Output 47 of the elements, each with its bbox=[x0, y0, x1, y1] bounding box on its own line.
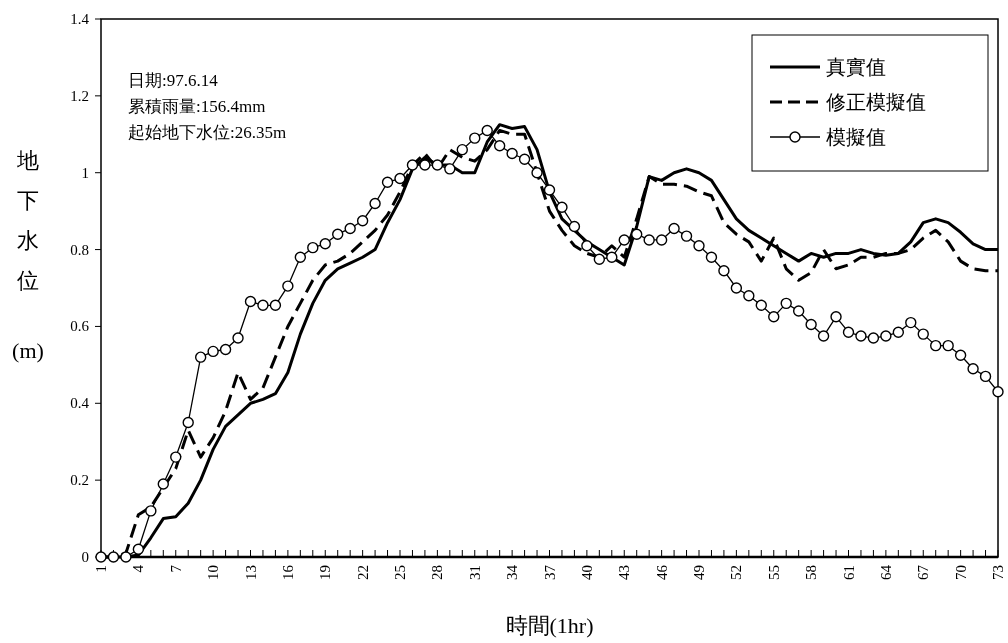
point bbox=[406, 159, 419, 171]
annotation: 日期:97.6.14 bbox=[128, 71, 219, 90]
x-tick-label: 73 bbox=[990, 565, 1006, 580]
legend-label: 真實值 bbox=[826, 56, 886, 78]
x-tick-label: 22 bbox=[354, 565, 371, 580]
x-tick-label: 55 bbox=[765, 565, 782, 580]
annotation: 累積雨量:156.4mm bbox=[128, 97, 266, 116]
legend-label: 修正模擬值 bbox=[826, 91, 926, 113]
x-tick-label: 37 bbox=[541, 564, 558, 580]
x-tick-label: 43 bbox=[616, 565, 633, 580]
point bbox=[606, 251, 618, 263]
text: 地下水位(m) bbox=[12, 148, 44, 363]
y-tick-label: 0.8 bbox=[70, 241, 89, 258]
y-tick-label: 0.4 bbox=[70, 395, 90, 412]
x-tick-label: 34 bbox=[504, 564, 521, 580]
y-tick-label: 0.6 bbox=[70, 318, 90, 335]
x-tick-label: 31 bbox=[466, 565, 483, 580]
y-tick-label: 1.4 bbox=[70, 11, 90, 27]
x-tick-label: 67 bbox=[915, 564, 932, 580]
x-tick-label: 4 bbox=[130, 564, 147, 573]
x-tick-label: 40 bbox=[578, 565, 595, 580]
x-tick-label: 25 bbox=[392, 565, 408, 580]
y-tick-label: 0 bbox=[81, 549, 89, 565]
x-tick-label: 70 bbox=[952, 565, 969, 580]
legend-label: 模擬值 bbox=[826, 126, 886, 148]
x-tick-label: 16 bbox=[279, 564, 296, 580]
point bbox=[107, 551, 120, 563]
x-tick-label: 64 bbox=[877, 564, 894, 580]
point bbox=[431, 159, 444, 171]
y-tick-label: 1 bbox=[81, 164, 89, 181]
y-tick-label: 0.2 bbox=[70, 472, 89, 489]
x-tick-label: 13 bbox=[242, 565, 259, 580]
x-tick-label: 10 bbox=[205, 565, 222, 580]
x-tick-label: 61 bbox=[840, 565, 857, 580]
x-tick-label: 7 bbox=[167, 564, 184, 573]
x-tick-label: 19 bbox=[317, 565, 334, 580]
x-axis-title: 時間(1hr) bbox=[505, 613, 594, 638]
x-tick-label: 52 bbox=[728, 565, 745, 580]
y-tick-label: 1.2 bbox=[70, 87, 89, 104]
x-tick-label: 1 bbox=[93, 565, 109, 573]
point bbox=[531, 167, 543, 179]
x-tick-label: 28 bbox=[429, 565, 446, 580]
x-tick-label: 49 bbox=[691, 565, 707, 580]
x-tick-label: 58 bbox=[803, 565, 820, 580]
point bbox=[120, 551, 132, 563]
x-tick-label: 46 bbox=[653, 564, 670, 580]
annotation: 起始地下水位:26.35m bbox=[128, 123, 287, 142]
